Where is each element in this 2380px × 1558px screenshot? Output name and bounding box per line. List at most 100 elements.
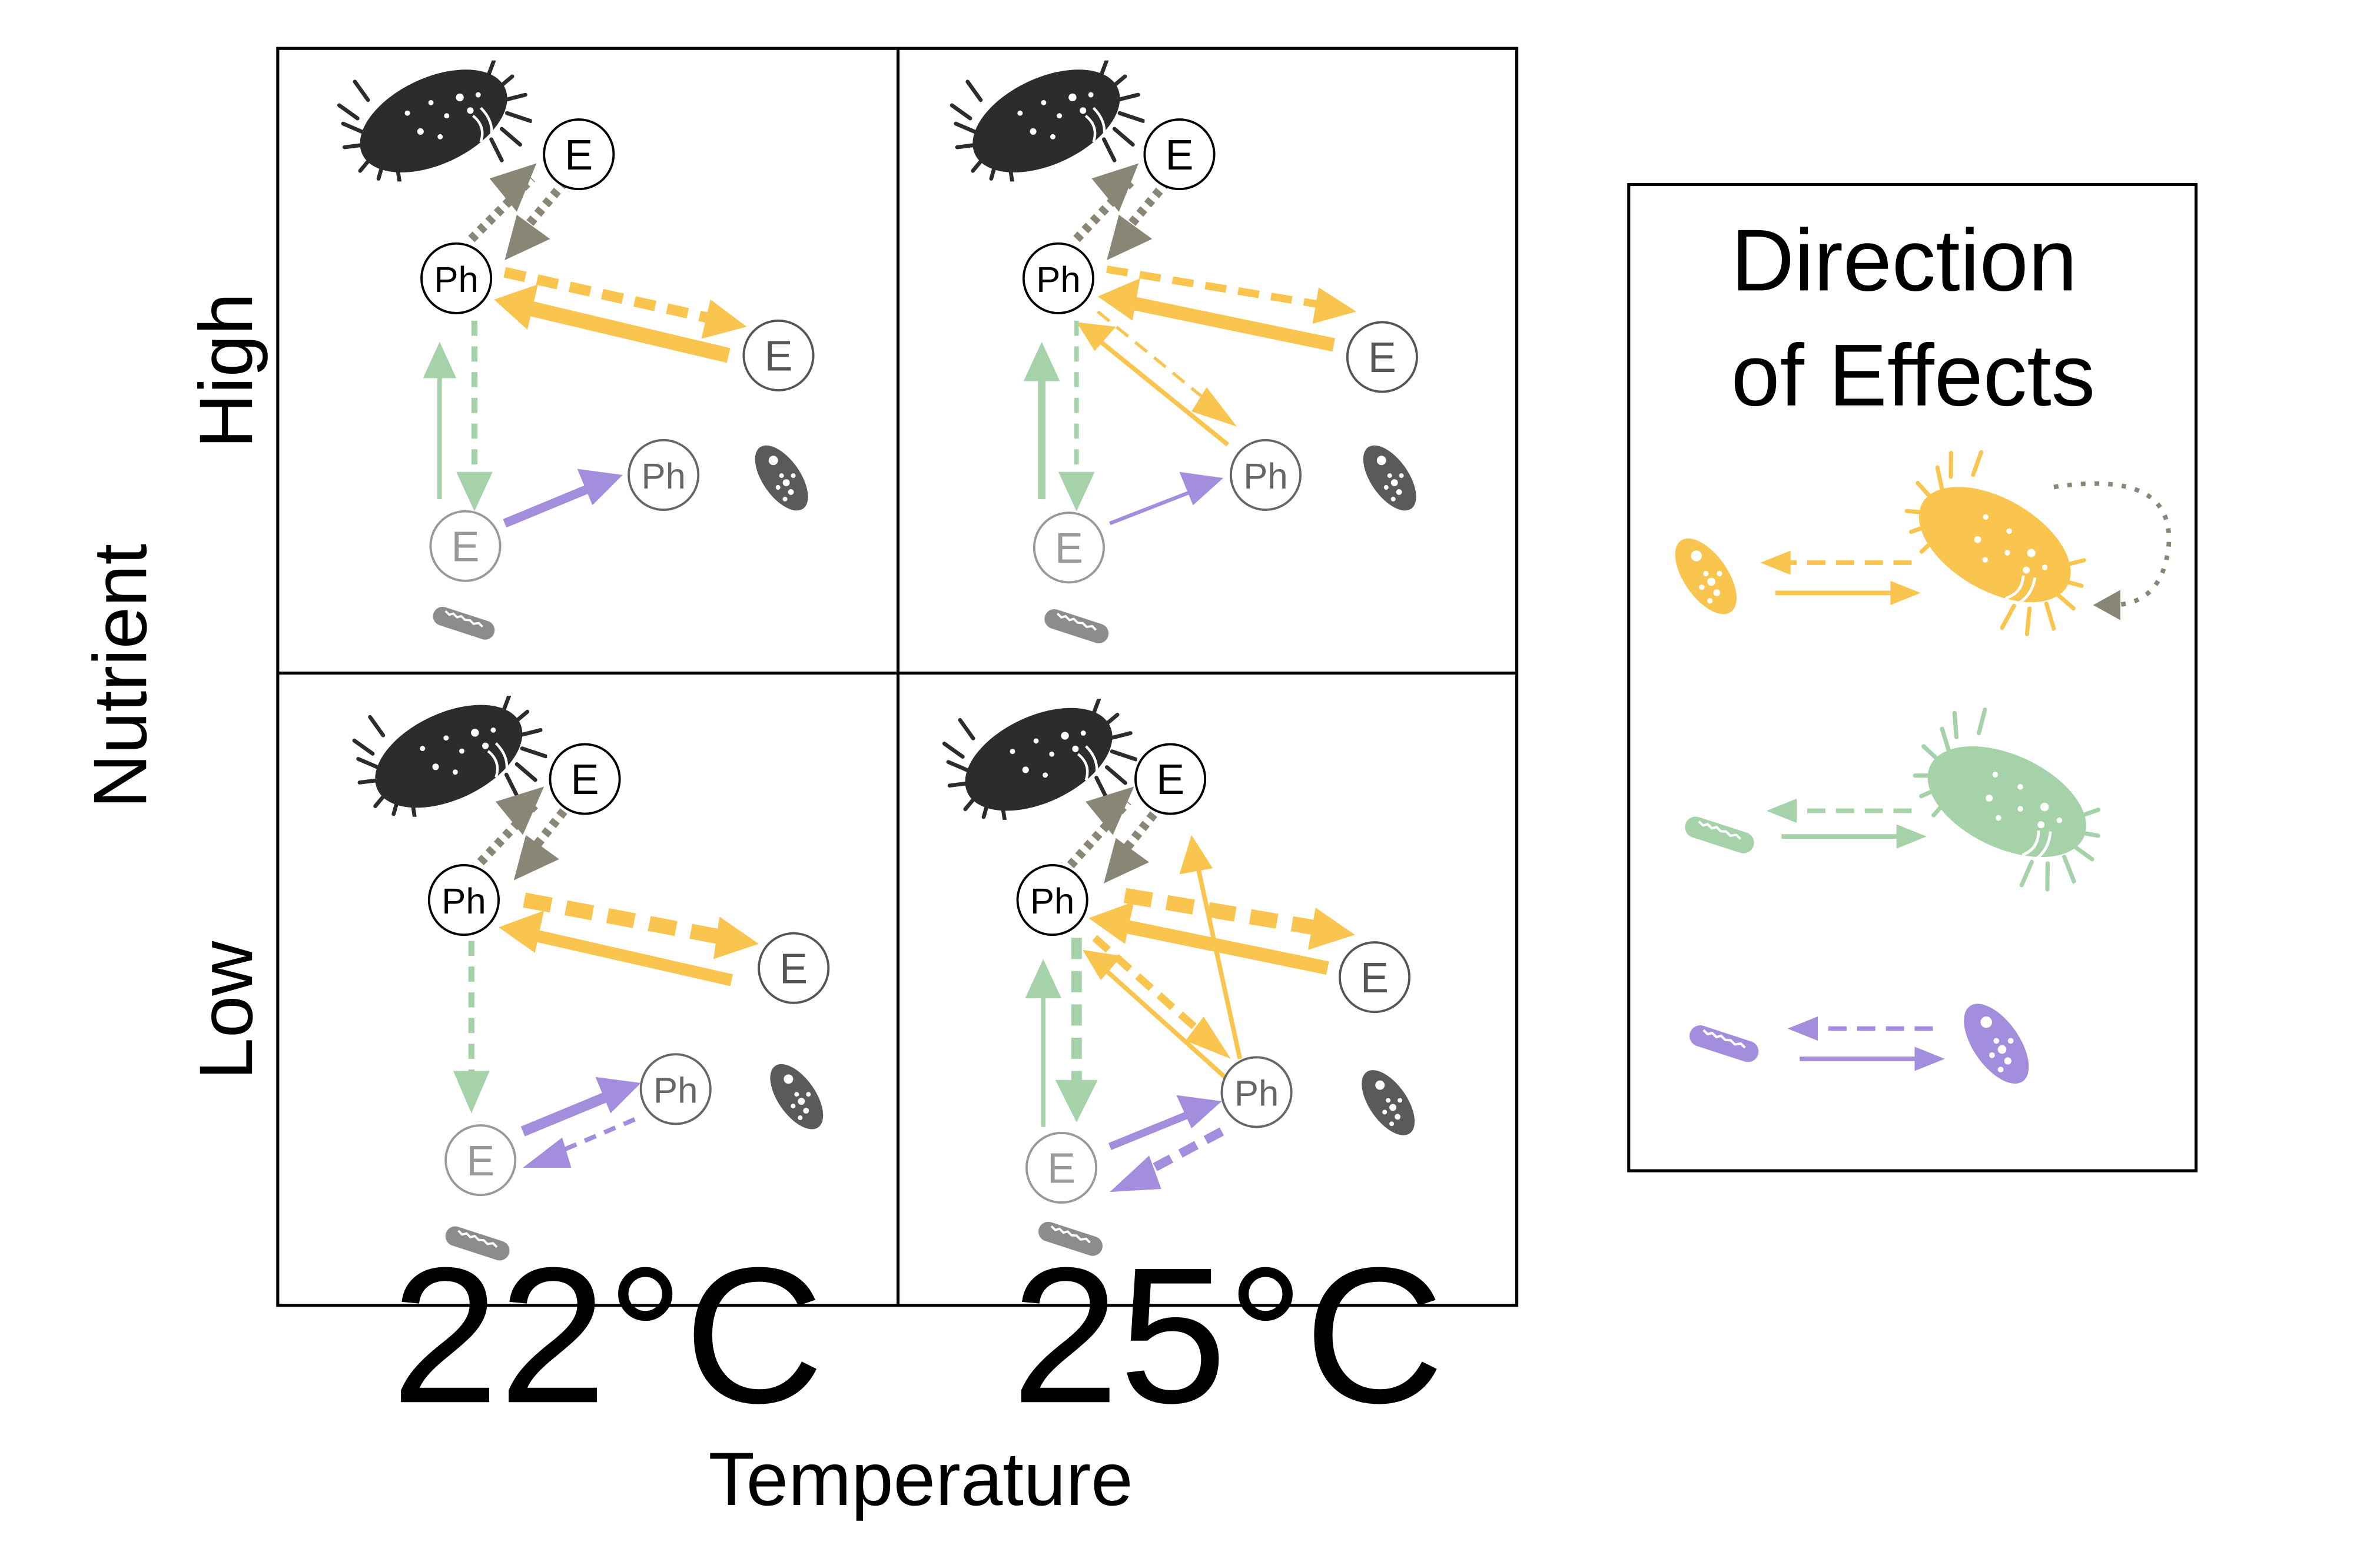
paramecium-icon	[744, 436, 819, 520]
legend-arrowhead-green	[1766, 798, 1797, 823]
arrowhead-yellow	[1088, 901, 1134, 944]
legend-arrowhead-yellow	[1890, 580, 1921, 605]
node-ph-bottom-label: Ph	[1234, 1074, 1279, 1114]
paramecium-icon	[759, 1055, 834, 1138]
legend-arrowhead-yellow	[1760, 550, 1791, 575]
arrowhead-yellow	[1191, 387, 1237, 427]
arrowhead-taupe	[504, 214, 550, 261]
node-ph-bottom	[639, 1053, 712, 1125]
x-tick-22c: 22°C	[391, 1227, 824, 1443]
node-e-bottom	[429, 510, 502, 582]
node-e-bottom-label: E	[1047, 1145, 1076, 1192]
panel-high-25c: E Ph E Ph E	[952, 49, 1427, 646]
arrow-ph-to-e-yellow	[1123, 888, 1323, 936]
node-ph-bottom-label: Ph	[1243, 456, 1287, 497]
node-e-right-label: E	[779, 945, 808, 992]
node-e-top	[1134, 743, 1207, 815]
arrow-ph-to-ph-yellow	[1092, 935, 1210, 1041]
panel-low-22c: E Ph E Ph E	[354, 684, 834, 1263]
panel-high-22c: E Ph E Ph E	[339, 49, 819, 642]
legend-arrowhead-purple	[1914, 1047, 1945, 1071]
arrowhead-yellow	[494, 284, 538, 330]
ciliate-predator-icon	[339, 49, 530, 194]
arrow-ph-to-e-taupe	[468, 175, 536, 242]
node-ph-bottom-label: Ph	[653, 1070, 698, 1111]
arrow-ph-to-ph-yellow-solid	[1099, 340, 1230, 447]
node-ph-bottom	[628, 439, 700, 511]
arrow-e-to-ph-yellow	[1128, 295, 1335, 352]
arrow-e-to-ph-purple	[503, 483, 595, 528]
arrowhead-yellow	[499, 911, 545, 954]
arrowhead-taupe	[513, 835, 559, 881]
node-ph-top	[427, 864, 500, 936]
node-e-top-label: E	[565, 132, 593, 179]
y-tick-high: High	[184, 293, 268, 449]
node-ph-top-label: Ph	[434, 260, 478, 300]
legend-title-line2: of Effects	[1731, 326, 2096, 424]
arrowhead-yellow	[1083, 949, 1122, 981]
arrow-ph-to-ph-yellow-solid	[1105, 969, 1227, 1079]
node-e-top	[543, 118, 615, 191]
arrow-e-to-ph-purple	[520, 1090, 613, 1137]
node-e-bottom-label: E	[452, 523, 480, 570]
arrowhead-taupe	[495, 786, 545, 835]
node-e-bottom	[1025, 1131, 1098, 1204]
arrowhead-green	[1025, 959, 1062, 999]
node-e-right	[1338, 941, 1411, 1014]
node-e-right-label: E	[1368, 334, 1396, 381]
node-e-top-label: E	[571, 756, 599, 803]
legend-arrowhead-taupe	[2093, 590, 2120, 620]
arrowhead-green	[1023, 341, 1060, 381]
arrow-e-to-ph-purple	[1108, 1109, 1193, 1150]
arrowhead-green	[1058, 471, 1095, 511]
arrowhead-yellow	[1179, 835, 1213, 875]
node-e-right-label: E	[1360, 955, 1389, 1002]
y-tick-low: Low	[184, 941, 268, 1080]
arrow-ph-to-ph-yellow	[1097, 310, 1214, 407]
arrowhead-taupe	[1104, 838, 1150, 883]
node-ph-top-label: Ph	[442, 881, 486, 922]
arrowhead-taupe	[489, 163, 537, 212]
node-e-right	[758, 932, 830, 1004]
arrow-ph-to-e-taupe	[1073, 175, 1138, 242]
node-e-top-label: E	[1166, 132, 1194, 179]
bacterium-icon	[1042, 607, 1111, 646]
node-e-bottom-label: E	[1055, 525, 1083, 572]
arrowhead-taupe	[1086, 786, 1134, 835]
node-ph-top-label: Ph	[1030, 881, 1074, 922]
node-e-bottom	[1033, 511, 1105, 584]
node-ph-top	[1016, 864, 1088, 936]
legend-title-line1: Direction	[1731, 211, 2077, 309]
legend-self-loop-taupe	[2053, 481, 2172, 607]
arrow-ph-to-e-purple	[1134, 1127, 1224, 1181]
y-axis-title: Nutrient	[78, 544, 162, 809]
arrowhead-purple	[577, 469, 623, 506]
arrow-ph-to-e-taupe	[477, 798, 542, 866]
node-ph-bottom-label: Ph	[641, 456, 685, 497]
arrowhead-purple	[1179, 471, 1224, 506]
arrow-ph-to-e-taupe	[1067, 798, 1131, 869]
node-e-top	[1143, 118, 1216, 191]
arrowhead-yellow	[1076, 322, 1116, 351]
arrowhead-purple	[523, 1137, 572, 1168]
x-tick-25c: 25°C	[1011, 1227, 1444, 1443]
arrowhead-purple	[1176, 1095, 1222, 1129]
legend-arrowhead-green	[1896, 824, 1927, 849]
arrow-ph-to-e-yellow	[1106, 265, 1327, 310]
node-e-bottom	[444, 1124, 517, 1197]
node-ph-top	[420, 242, 493, 314]
arrowhead-yellow	[701, 299, 747, 339]
arrow-ph-to-e-yellow	[523, 892, 727, 945]
paramecium-icon	[1353, 436, 1427, 520]
bacterium-icon	[430, 604, 497, 642]
arrow-e-to-ph-yellow	[530, 929, 733, 986]
node-ph-top-label: Ph	[1036, 260, 1080, 300]
arrow-e-to-ph-yellow	[1120, 919, 1329, 975]
arrowhead-yellow	[713, 916, 759, 959]
node-e-right	[742, 319, 815, 391]
node-ph-bottom	[1229, 439, 1302, 511]
node-e-right-label: E	[764, 333, 792, 380]
arrow-ph-to-e-yellow-up	[1195, 865, 1243, 1059]
node-e-top	[549, 743, 621, 815]
